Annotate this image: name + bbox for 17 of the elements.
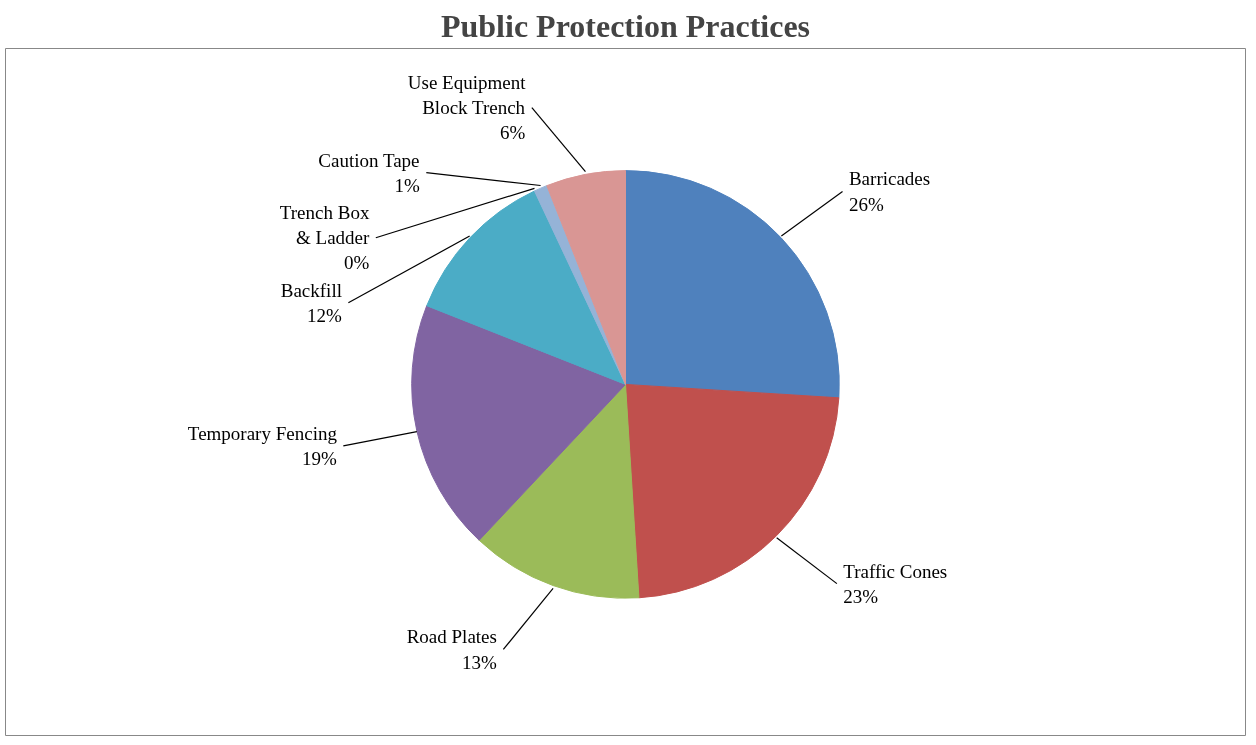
data-label: 1% — [394, 174, 421, 196]
slice-label: Traffic Cones — [843, 560, 948, 582]
chart-title: Public Protection Practices — [440, 7, 811, 44]
slice-label: Temporary Fencing — [187, 422, 338, 444]
text: 0% — [344, 252, 370, 274]
data-label: 12% — [307, 304, 343, 326]
data-label: 19% — [302, 447, 338, 469]
category-label: Trench Box & Ladder — [279, 202, 370, 249]
data-label: 26% — [848, 193, 884, 215]
slice-label: Road Plates — [406, 626, 497, 648]
data-label: 13% — [462, 651, 498, 673]
slice-label: Caution Tape — [318, 149, 420, 171]
data-label: 23% — [843, 585, 879, 607]
data-label: 6% — [500, 122, 526, 144]
slice-label: Barricades — [848, 168, 931, 190]
slice-label: Backfill — [280, 279, 342, 301]
slice-label: Use Equipment Block Trench — [407, 71, 527, 119]
